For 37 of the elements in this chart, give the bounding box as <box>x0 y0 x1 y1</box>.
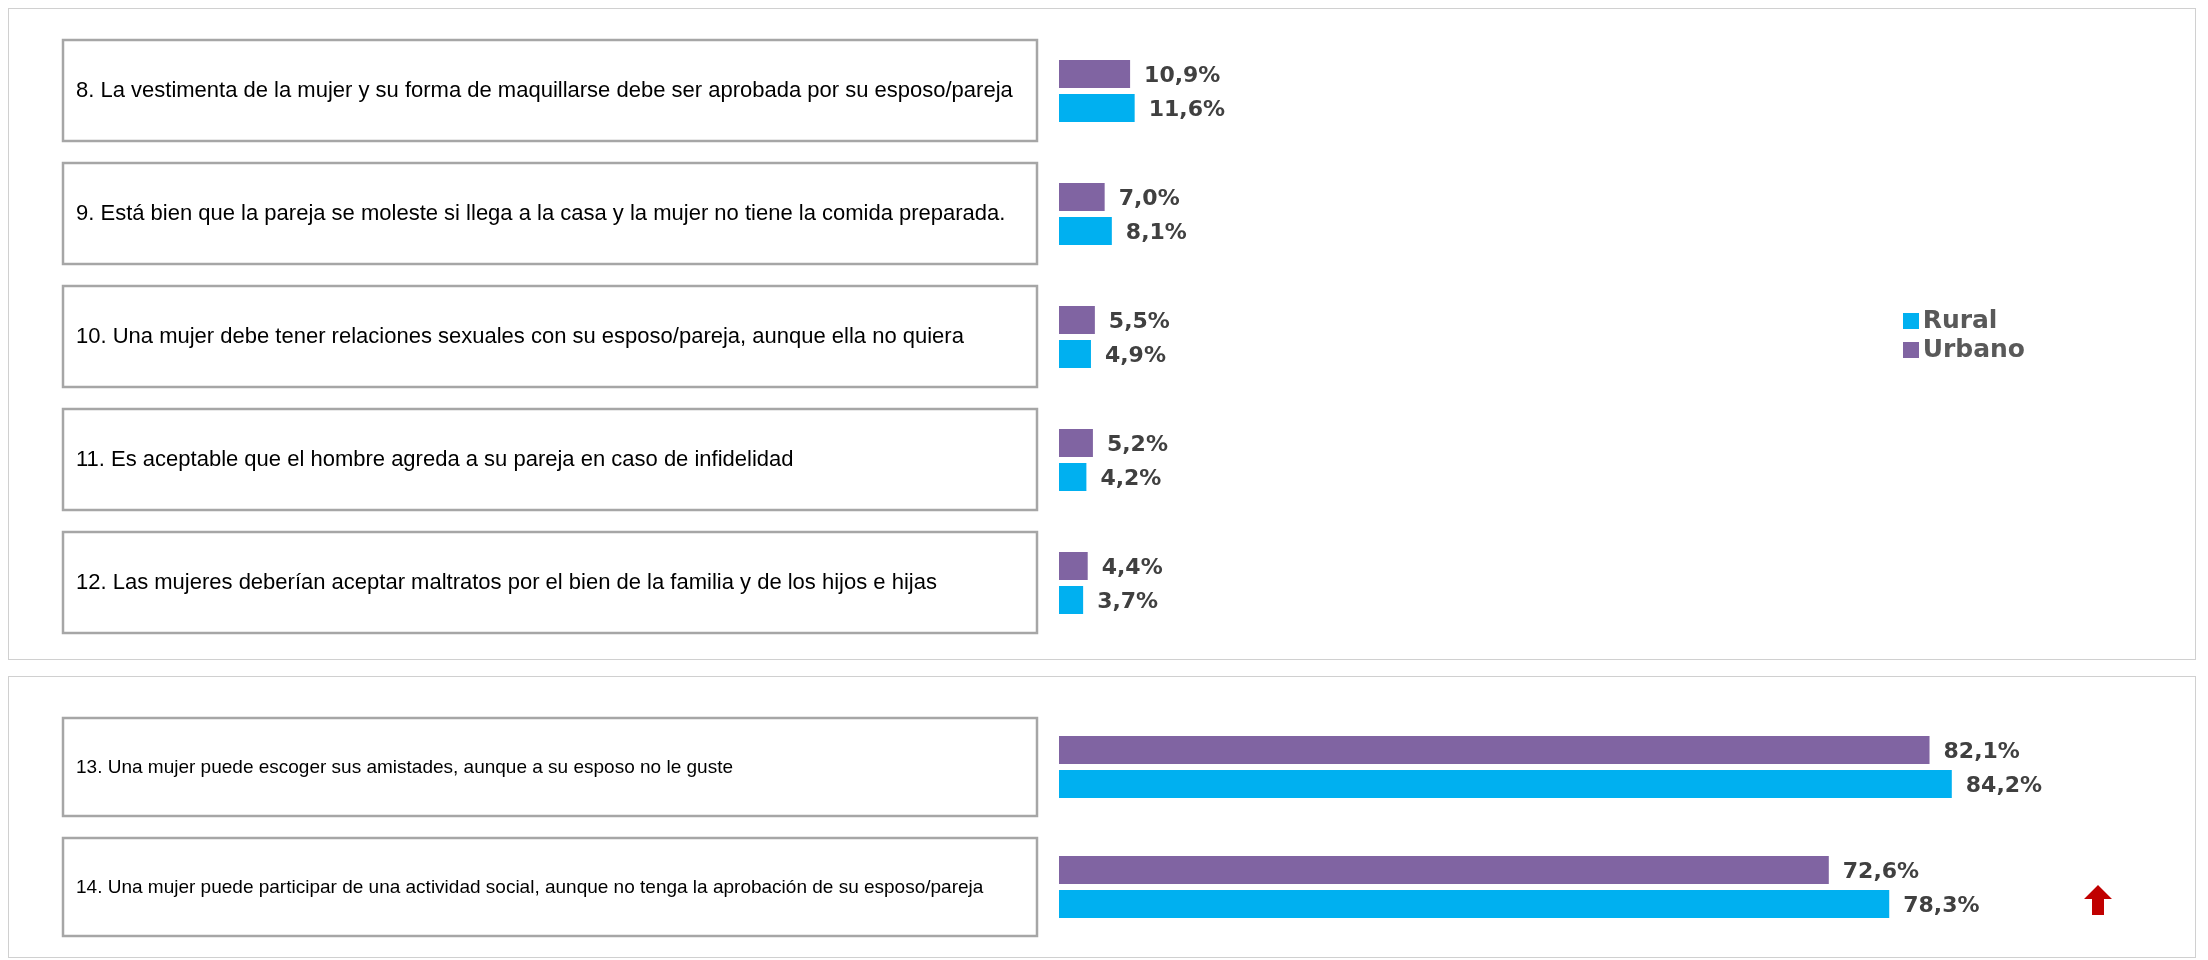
data-label: 7,0% <box>1118 184 1180 210</box>
data-label: 72,6% <box>1842 857 1920 883</box>
data-label: 84,2% <box>1965 771 2043 797</box>
bar <box>1059 340 1091 368</box>
data-label: 4,9% <box>1104 341 1166 367</box>
data-label: 4,4% <box>1101 553 1163 579</box>
bar <box>1059 463 1087 491</box>
y-tick-label: 11. Es aceptable que el hombre agreda a su pareja en caso de infidelidad <box>76 445 795 474</box>
data-label: 4,2% <box>1100 464 1162 490</box>
bar <box>1059 586 1084 614</box>
y-tick-label: 8. La vestimenta de la mujer y su forma de maquillarse debe ser aprobada por su esposo/pareja <box>76 76 1014 105</box>
bar <box>1059 856 1829 884</box>
bar <box>1059 94 1135 122</box>
data-label: 3,7% <box>1097 587 1159 613</box>
y-tick-label: 9. Está bien que la pareja se moleste si llega a la casa y la mujer no tiene la comida preparada. <box>76 199 1007 228</box>
data-label: 5,2% <box>1106 430 1168 456</box>
bar <box>1059 60 1131 88</box>
bar <box>1059 217 1112 245</box>
y-tick-label: 14. Una mujer puede participar de una actividad social, aunque no tenga la aprobación de su esposo/pareja <box>76 874 985 899</box>
legend-label: Urbano <box>1922 334 2025 363</box>
data-label: 82,1% <box>1943 737 2020 763</box>
data-label: 5,5% <box>1108 307 1170 333</box>
bar <box>1059 552 1088 580</box>
bar <box>1059 736 1930 764</box>
data-label: 78,3% <box>1903 891 1980 917</box>
bar <box>1059 306 1095 334</box>
y-tick-label: 12. Las mujeres deberían aceptar maltratos por el bien de la familia y de los hijos e hijas <box>76 568 938 597</box>
legend-label: Rural <box>1922 305 1998 334</box>
y-tick-label: 13. Una mujer puede escoger sus amistades, aunque a su esposo no le guste <box>76 754 734 779</box>
y-tick-label: 10. Una mujer debe tener relaciones sexuales con su esposo/pareja, aunque ella no quiera <box>76 322 965 351</box>
data-label: 11,6% <box>1148 95 1225 121</box>
bar <box>1059 890 1890 918</box>
bar <box>1059 183 1105 211</box>
data-label: 10,9% <box>1144 61 1221 87</box>
data-label: 8,1% <box>1125 218 1187 244</box>
bar <box>1059 429 1093 457</box>
bar <box>1059 770 1952 798</box>
